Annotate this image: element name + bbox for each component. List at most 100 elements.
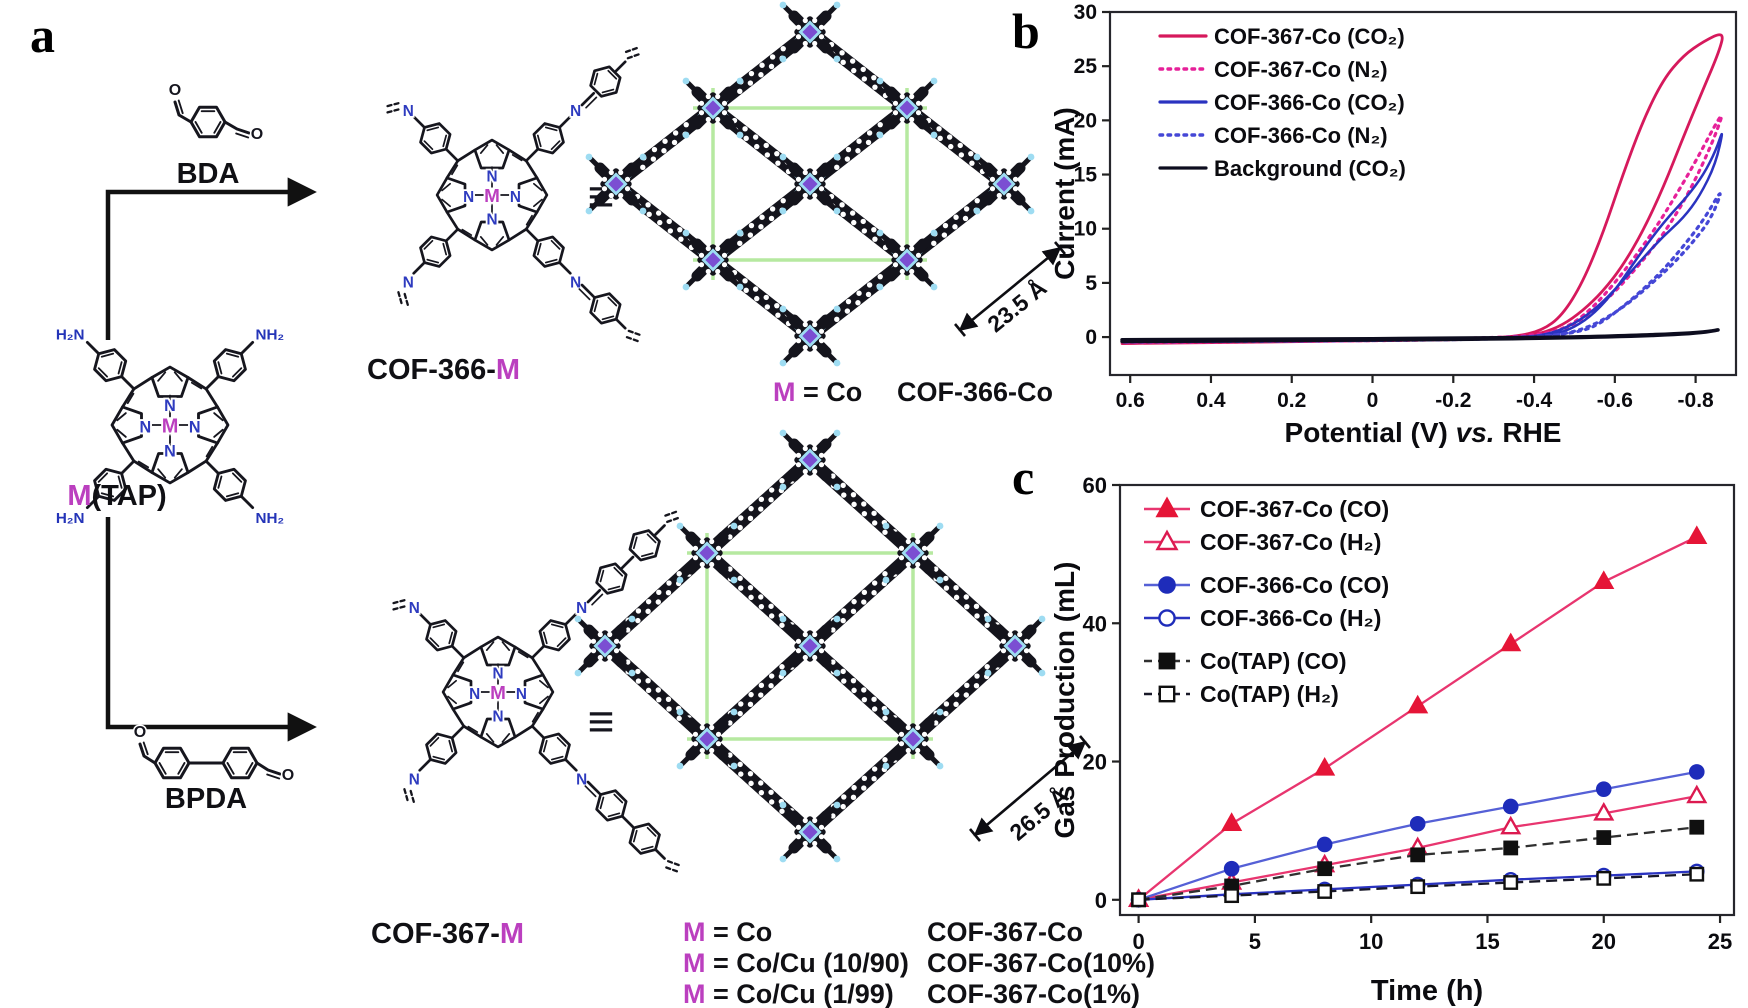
- svg-text:40: 40: [1083, 611, 1107, 636]
- gas-x-axis: 0 5 10 15 20 25: [1132, 915, 1732, 954]
- amine-label: H₂N: [56, 327, 85, 344]
- svg-text:COF-367-Co (H₂): COF-367-Co (H₂): [1200, 529, 1381, 555]
- svg-text:Co(TAP) (CO): Co(TAP) (CO): [1200, 648, 1346, 674]
- gas-y-axis-title: Gas Production (mL): [1049, 562, 1080, 839]
- crystal366-name: COF-366-Co: [897, 377, 1053, 407]
- cof366m-label: COF-366-M: [367, 354, 520, 386]
- series-marker-square: [1689, 819, 1705, 835]
- svg-text:60: 60: [1083, 473, 1107, 498]
- svg-text:0: 0: [1132, 929, 1144, 954]
- gas-series: [1128, 525, 1708, 908]
- svg-text:COF-366-Co (CO₂): COF-366-Co (CO₂): [1214, 90, 1405, 115]
- panel-c-letter: c: [1012, 449, 1035, 505]
- porphyrin-node: [575, 616, 636, 677]
- mtap-label: M(TAP): [67, 480, 166, 512]
- series-marker-circle: [1688, 764, 1705, 780]
- series-marker-square: [1689, 866, 1705, 882]
- svg-text:20: 20: [1083, 750, 1107, 775]
- cv-curves: [1120, 33, 1724, 345]
- cof367-name-row: COF-367-Co(1%): [927, 979, 1140, 1008]
- svg-text:0: 0: [1085, 326, 1097, 349]
- series-marker-square: [1158, 652, 1176, 670]
- series-marker-square: [1224, 888, 1240, 904]
- svg-text:25: 25: [1074, 55, 1098, 78]
- equivalent-symbol: ≡: [588, 695, 615, 747]
- legend-item: Background (CO₂): [1158, 156, 1406, 181]
- series-marker-square: [1410, 847, 1426, 863]
- svg-text:15: 15: [1475, 929, 1499, 954]
- oxygen-label: O: [282, 767, 294, 784]
- cof367-m-row: M = Co/Cu (1/99): [683, 979, 894, 1008]
- svg-text:5: 5: [1249, 929, 1261, 954]
- gas-production-chart: 0 5 10 15 20 25 0 20 40 60 Gas Production (mL) Time…: [1049, 473, 1736, 1007]
- crystal366-m-assignment: M = Co: [773, 377, 862, 407]
- imine-n-label: N: [403, 103, 414, 120]
- cv-curve: [1120, 192, 1722, 344]
- svg-text:25: 25: [1708, 929, 1732, 954]
- svg-text:Background (CO₂): Background (CO₂): [1214, 156, 1406, 181]
- series-marker-square: [1503, 875, 1519, 890]
- gas-y-axis: 0 20 40 60: [1083, 473, 1120, 913]
- svg-text:Co(TAP) (H₂): Co(TAP) (H₂): [1200, 681, 1339, 707]
- svg-text:-0.6: -0.6: [1597, 389, 1633, 412]
- porphyrin-node: [780, 430, 841, 491]
- legend-item: COF-367-Co (CO₂): [1158, 24, 1405, 49]
- cv-legend: COF-367-Co (CO₂) COF-367-Co (N₂) COF-366-C…: [1158, 24, 1406, 181]
- oxygen-label: O: [169, 82, 181, 99]
- legend-item: COF-366-Co (CO): [1144, 572, 1389, 598]
- svg-text:COF-367-Co (CO₂): COF-367-Co (CO₂): [1214, 24, 1405, 49]
- porphyrin-node: [780, 2, 841, 63]
- svg-text:15: 15: [1074, 164, 1098, 187]
- svg-text:20: 20: [1074, 109, 1097, 132]
- gas-legend: COF-367-Co (CO) COF-367-Co (H₂) COF-366-Co…: [1144, 496, 1389, 707]
- series-marker-triangle: [1155, 529, 1179, 551]
- imine-n-label: N: [409, 772, 420, 789]
- cv-y-axis-title: Current (mA): [1049, 107, 1080, 280]
- series-marker-circle: [1409, 815, 1426, 832]
- svg-text:10: 10: [1074, 218, 1097, 241]
- molecule-cof366m: N N N N: [383, 46, 643, 343]
- series-marker-triangle: [1686, 525, 1708, 545]
- imine-n-label: N: [576, 600, 587, 617]
- series-marker-square: [1317, 884, 1333, 899]
- cof367-name-row: COF-367-Co: [927, 917, 1083, 947]
- svg-text:0: 0: [1095, 888, 1107, 913]
- porphyrin-node: [780, 616, 841, 677]
- cv-chart: 0.6 0.4 0.2 0 -0.2 -0.4 -0.6 -0.8 0 5 10 15 20 25 30 Cu…: [1049, 1, 1738, 448]
- svg-text:-0.4: -0.4: [1516, 389, 1553, 412]
- series-marker-circle: [1158, 609, 1176, 627]
- svg-text:0.2: 0.2: [1277, 389, 1306, 412]
- series-marker-triangle: [1314, 757, 1336, 776]
- porphyrin-node: [985, 616, 1046, 677]
- molecule-bda: O O: [167, 81, 264, 145]
- cv-plot-frame: [1108, 10, 1738, 377]
- cof367-m-row: M = Co: [683, 917, 772, 947]
- legend-item: COF-366-Co (N₂): [1158, 123, 1388, 148]
- series-marker-triangle: [1593, 570, 1615, 589]
- series-marker-square: [1410, 879, 1426, 895]
- cv-curve: [1120, 328, 1720, 344]
- reaction-arrow-bottom: [105, 517, 317, 742]
- bda-label: BDA: [177, 158, 240, 190]
- gas-plot-frame: [1118, 483, 1736, 917]
- svg-text:COF-367-Co (N₂): COF-367-Co (N₂): [1214, 57, 1388, 82]
- series-marker-circle: [1595, 781, 1612, 797]
- series-marker-triangle: [1407, 694, 1429, 714]
- svg-text:COF-367-Co (CO): COF-367-Co (CO): [1200, 496, 1389, 522]
- svg-text:COF-366-Co (H₂): COF-366-Co (H₂): [1200, 605, 1381, 631]
- molecule-bpda: O O: [132, 723, 295, 786]
- series-marker-circle: [1502, 798, 1519, 815]
- series-marker-square: [1131, 892, 1147, 908]
- legend-item: Co(TAP) (CO): [1144, 648, 1346, 674]
- svg-text:0.6: 0.6: [1116, 389, 1145, 412]
- series-marker-square: [1596, 830, 1612, 845]
- series-marker-triangle: [1500, 815, 1522, 835]
- gas-x-axis-title: Time (h): [1371, 975, 1483, 1007]
- svg-text:10: 10: [1359, 929, 1383, 954]
- series-marker-square: [1503, 840, 1519, 856]
- series-marker-square: [1596, 870, 1612, 886]
- oxygen-label: O: [251, 126, 263, 143]
- legend-item: COF-367-Co (CO): [1144, 496, 1389, 522]
- cof367-name-row: COF-367-Co(10%): [927, 948, 1155, 978]
